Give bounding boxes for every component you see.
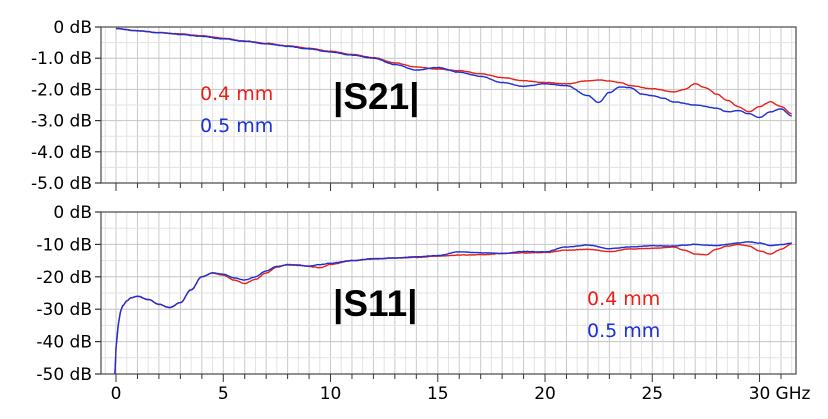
- series-line-0-4-mm: [114, 243, 792, 374]
- chart-title: |S21|: [333, 76, 420, 118]
- y-tick-label: 0 dB: [53, 203, 92, 223]
- legend-entry: 0.4 mm: [200, 83, 273, 105]
- x-tick-label: 0: [111, 384, 122, 404]
- y-tick-label: -50 dB: [36, 365, 92, 385]
- y-tick-label: -20 dB: [36, 268, 92, 288]
- y-tick-label: -40 dB: [36, 333, 92, 353]
- panel-s21: 0 dB -1.0 dB -2.0 dB -3.0 dB -4.0 dB -5.0 dB |…: [31, 18, 797, 194]
- y-tick-label: 0 dB: [53, 18, 92, 38]
- series-line-0-5-mm: [114, 241, 792, 374]
- x-axis-unit-label: GHz: [776, 384, 811, 404]
- y-tick-label: -3.0 dB: [31, 112, 92, 132]
- y-tick-label: -30 dB: [36, 300, 92, 320]
- panel-s11: 0 dB -10 dB -20 dB -30 dB -40 dB -50 dB 0 5 10 15…: [36, 203, 810, 404]
- x-tick-label: 20: [534, 384, 556, 404]
- y-tick-label: -5.0 dB: [31, 174, 92, 194]
- y-tick-label: -2.0 dB: [31, 80, 92, 100]
- chart-title: |S11|: [333, 283, 418, 325]
- y-tick-label: -4.0 dB: [31, 143, 92, 163]
- legend-entry: 0.5 mm: [200, 115, 273, 137]
- y-tick-label: -10 dB: [36, 235, 92, 255]
- x-tick-label: 30: [749, 384, 771, 404]
- legend-entry: 0.5 mm: [587, 320, 660, 342]
- x-tick-label: 10: [320, 384, 342, 404]
- plot-frame: [100, 211, 797, 375]
- legend-entry: 0.4 mm: [587, 288, 660, 310]
- x-tick-label: 25: [641, 384, 663, 404]
- x-tick-label: 5: [218, 384, 229, 404]
- x-tick-label: 15: [427, 384, 449, 404]
- plot-frame: [100, 26, 797, 184]
- y-tick-label: -1.0 dB: [31, 49, 92, 69]
- series-line-0-5-mm: [116, 27, 792, 119]
